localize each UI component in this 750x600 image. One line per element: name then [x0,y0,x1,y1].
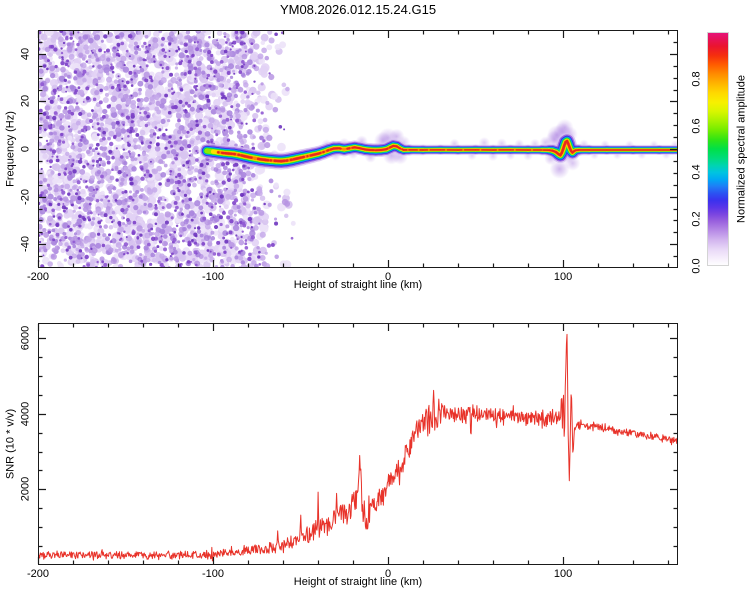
spectrogram-xtick-label: 0 [384,271,392,283]
spectrogram-ytick-label: 40 [19,47,32,60]
snr-xlabel: Height of straight line (km) [293,576,423,588]
colorbar-label: Normalized spectral amplitude [735,75,748,223]
colorbar-tick-label: 0.6 [690,117,703,134]
snr-ytick-label: 4000 [19,401,32,426]
spectrogram-ytick-label: 0 [19,145,32,153]
colorbar-tick-label: 0.0 [690,258,703,274]
snr-ytick-label: 2000 [19,477,32,502]
snr-xtick-label: -200 [26,568,50,580]
snr-xtick-label: 100 [553,568,573,580]
colorbar-tick-label: 0.4 [690,164,703,181]
spectrogram-ytick-label: -40 [19,236,32,253]
chart-title: YM08.2026.012.15.24.G15 [279,2,437,17]
spectrogram-ylabel: Frequency (Hz) [4,111,17,187]
spectrogram-xtick-label: -100 [201,271,225,283]
snr-xtick-label: 0 [384,568,392,580]
snr-ylabel: SNR (10 * v/v) [4,408,17,480]
colorbar-tick-label: 0.2 [690,211,703,227]
snr-xtick-label: -100 [201,568,225,580]
spectrogram-xtick-label: 100 [553,271,573,283]
snr-ytick-label: 6000 [19,325,32,351]
spectrogram-ytick-label: 20 [19,95,32,108]
spectrogram-xtick-label: -200 [26,271,50,283]
spectrogram-xlabel: Height of straight line (km) [293,279,423,291]
colorbar-tick-label: 0.8 [690,71,703,87]
spectrogram-ytick-label: -20 [19,188,32,205]
